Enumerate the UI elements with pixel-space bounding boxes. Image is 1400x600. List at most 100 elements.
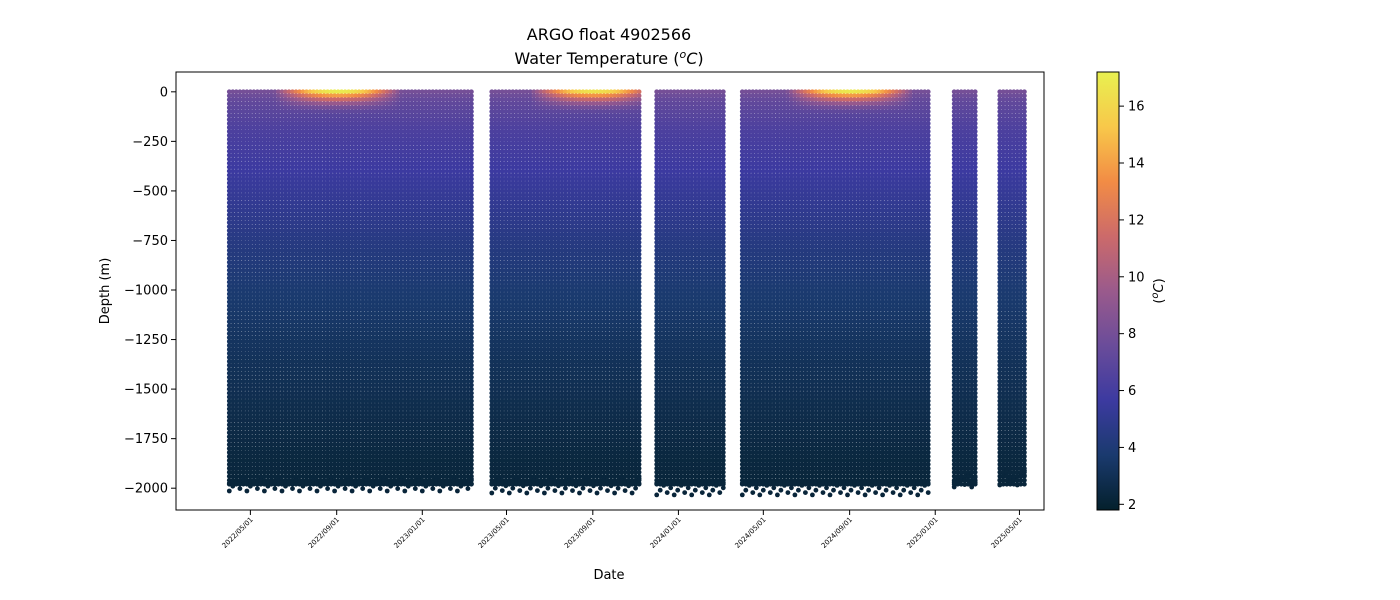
data-point [237, 263, 243, 269]
data-point [226, 335, 232, 340]
data-point [241, 232, 246, 237]
data-point [244, 454, 250, 459]
data-point [233, 97, 239, 103]
data-point [251, 299, 257, 305]
data-point [226, 406, 232, 412]
data-point [241, 244, 246, 249]
data-point [241, 462, 246, 467]
data-point [244, 418, 250, 424]
data-point [233, 188, 239, 194]
data-point [241, 184, 246, 190]
data-point [233, 137, 239, 142]
data-point [258, 386, 264, 392]
data-point [258, 208, 264, 214]
data-point [226, 172, 232, 178]
data-point [248, 299, 253, 305]
data-point [244, 129, 250, 134]
data-point [237, 311, 243, 317]
data-point [237, 335, 243, 340]
data-point [258, 311, 264, 317]
data-point [226, 232, 232, 237]
data-point [237, 414, 243, 420]
data-point [248, 335, 253, 340]
data-point [258, 347, 264, 352]
data-point [255, 121, 260, 126]
data-point [244, 208, 250, 214]
data-point [241, 267, 246, 273]
data-point [258, 323, 264, 329]
data-point [251, 164, 257, 170]
data-point [244, 97, 250, 103]
data-point [251, 287, 257, 293]
data-point [244, 347, 250, 352]
data-point [244, 327, 250, 332]
data-point [255, 307, 260, 313]
data-point [279, 488, 285, 494]
data-point [241, 152, 246, 158]
data-point [255, 378, 260, 384]
data-point [248, 331, 253, 336]
data-point [241, 418, 246, 424]
data-point [230, 212, 236, 218]
data-point [241, 410, 246, 416]
data-point [248, 347, 253, 352]
data-point [241, 366, 246, 372]
data-point [226, 224, 232, 230]
data-point [258, 172, 264, 178]
data-point [230, 228, 236, 234]
data-point [244, 263, 250, 269]
data-point [226, 156, 232, 162]
data-point [233, 133, 239, 138]
data-point [258, 133, 264, 138]
data-point [233, 442, 239, 447]
data-point [241, 406, 246, 412]
data-point [244, 200, 250, 206]
data-point [251, 390, 257, 396]
data-point [255, 410, 260, 416]
data-point [255, 156, 260, 162]
data-point [255, 248, 260, 253]
data-point [248, 386, 253, 392]
data-point [237, 402, 243, 408]
data-point [255, 394, 260, 400]
chart-title: ARGO float 4902566 Water Temperature (oC… [514, 25, 703, 68]
data-point [314, 488, 320, 494]
data-point [237, 486, 243, 491]
data-point [226, 240, 232, 245]
data-point [226, 434, 232, 440]
data-point [233, 208, 239, 214]
data-point [244, 390, 250, 396]
data-point [258, 188, 264, 194]
data-point [258, 378, 264, 384]
data-point [255, 295, 260, 301]
data-point [251, 303, 257, 309]
data-point [233, 232, 239, 237]
data-point [255, 454, 260, 459]
data-point [241, 109, 246, 114]
data-point [258, 335, 264, 340]
data-point [226, 414, 232, 420]
data-point [230, 315, 236, 321]
data-point [233, 458, 239, 463]
data-point [230, 327, 236, 332]
data-point [244, 271, 250, 277]
data-point [258, 125, 264, 130]
data-point [251, 466, 257, 471]
data-point [226, 228, 232, 234]
data-point [258, 152, 264, 158]
data-point [230, 232, 236, 237]
data-point [237, 462, 243, 467]
data-point [248, 394, 253, 400]
data-point [248, 137, 253, 142]
data-point [255, 406, 260, 412]
data-point [230, 331, 236, 336]
data-point [233, 319, 239, 325]
data-point [244, 121, 250, 126]
data-point [244, 382, 250, 388]
data-point [233, 148, 239, 154]
data-point [251, 370, 257, 376]
data-point [248, 144, 253, 150]
data-point [241, 414, 246, 420]
data-point [230, 473, 236, 479]
